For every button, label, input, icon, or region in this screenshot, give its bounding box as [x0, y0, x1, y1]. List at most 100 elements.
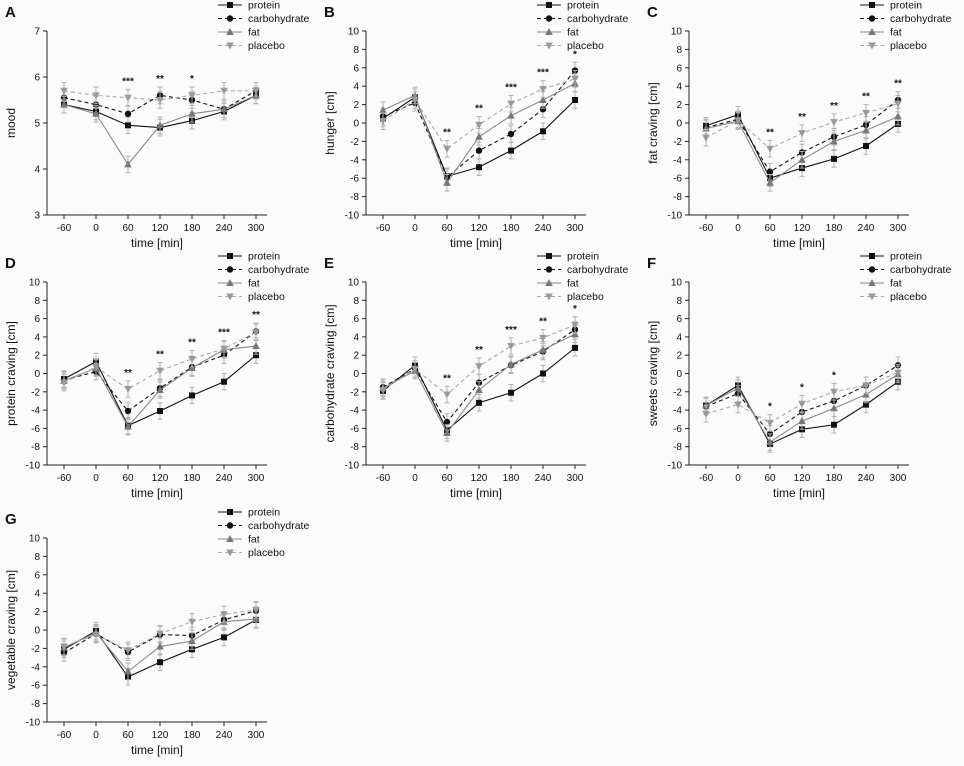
x-tick-label: 240	[216, 473, 233, 484]
y-tick-label: 10	[671, 27, 683, 38]
y-tick-label: 4	[676, 332, 682, 343]
data-point	[507, 111, 515, 119]
significance-marker: *	[190, 74, 194, 85]
x-tick-label: 300	[248, 730, 265, 741]
y-tick-label: -4	[31, 662, 40, 673]
y-tick-label: -8	[673, 442, 682, 453]
y-tick-label: 10	[29, 278, 41, 289]
y-tick-label: -10	[345, 211, 360, 222]
y-tick-label: -10	[345, 461, 360, 472]
panel-c: C -10 -8 -6 -4 -2 0 2 4 6 8 10 -60 0 60 120 180 240 300 tim…	[646, 0, 951, 250]
x-tick-label: 120	[794, 223, 811, 234]
data-point	[539, 345, 547, 353]
legend-label-placebo: placebo	[567, 40, 604, 52]
legend-marker	[226, 293, 234, 301]
legend-label-placebo: placebo	[248, 547, 285, 559]
legend-label-protein: protein	[567, 0, 599, 12]
legend-label-carbohydrate: carbohydrate	[890, 264, 951, 276]
significance-marker: **	[124, 368, 132, 379]
data-point	[734, 401, 742, 409]
y-tick-label: 0	[676, 369, 682, 380]
data-point	[831, 421, 837, 428]
y-tick-label: -10	[26, 718, 41, 729]
y-tick-label: -2	[31, 644, 40, 655]
legend-marker	[546, 253, 552, 259]
y-tick-label: 0	[34, 369, 40, 380]
y-tick-label: 2	[353, 351, 359, 362]
y-tick-label: 10	[29, 534, 41, 545]
data-point	[540, 370, 546, 377]
y-tick-label: 6	[34, 570, 40, 581]
x-tick-label: 240	[216, 223, 233, 234]
x-tick-label: -60	[57, 473, 72, 484]
legend-marker	[226, 549, 234, 557]
x-tick-label: 60	[764, 223, 776, 234]
data-point	[863, 401, 869, 408]
series-placebo	[702, 363, 902, 432]
data-point	[411, 97, 419, 104]
y-tick-label: -4	[350, 155, 359, 166]
significance-marker: **	[894, 79, 902, 90]
data-point	[734, 117, 742, 125]
y-tick-label: 6	[676, 314, 682, 325]
legend-label-placebo: placebo	[248, 40, 285, 52]
x-tick-label: 300	[567, 473, 584, 484]
legend-marker	[868, 293, 876, 301]
data-point	[475, 121, 483, 129]
x-tick-label: -60	[57, 223, 72, 234]
panel-label: C	[647, 4, 658, 21]
significance-marker: **	[156, 350, 164, 361]
y-tick-label: 10	[348, 27, 360, 38]
x-axis-label: time [min]	[450, 486, 502, 500]
panel-d: D -10 -8 -6 -4 -2 0 2 4 6 8 10 -60 0 60 120 180 240 300 tim…	[4, 251, 309, 501]
data-point	[124, 407, 132, 415]
legend-marker	[869, 2, 875, 8]
data-point	[830, 404, 838, 412]
x-tick-label: 120	[794, 473, 811, 484]
y-tick-label: 5	[34, 119, 40, 130]
y-tick-label: -4	[673, 155, 682, 166]
y-tick-label: 2	[34, 351, 40, 362]
legend-marker	[227, 253, 233, 259]
legend-marker	[545, 279, 553, 286]
y-tick-label: 2	[34, 607, 40, 618]
data-point	[220, 611, 228, 619]
legend-label-fat: fat	[248, 278, 260, 290]
data-point	[539, 106, 547, 113]
data-point	[92, 92, 100, 100]
data-point	[862, 109, 870, 117]
x-tick-label: 0	[412, 223, 418, 234]
x-axis-label: time [min]	[773, 236, 825, 250]
x-tick-label: 120	[152, 730, 169, 741]
data-point	[476, 399, 482, 406]
data-point	[60, 100, 68, 108]
data-point	[124, 160, 132, 168]
data-point	[507, 130, 515, 138]
data-point	[220, 87, 228, 95]
data-point	[221, 378, 227, 385]
data-point	[894, 369, 902, 377]
significance-marker: ***	[218, 328, 230, 339]
x-tick-label: 300	[248, 473, 265, 484]
y-tick-label: 4	[34, 332, 40, 343]
y-tick-label: 8	[353, 296, 359, 307]
x-tick-label: 240	[535, 223, 552, 234]
significance-marker: *	[573, 304, 577, 315]
data-point	[156, 630, 164, 638]
data-point	[60, 643, 68, 651]
data-point	[862, 382, 870, 390]
data-point	[443, 145, 451, 153]
x-tick-label: 300	[890, 223, 907, 234]
legend-label-fat: fat	[890, 278, 902, 290]
legend-marker	[545, 42, 553, 50]
data-point	[766, 168, 774, 175]
y-tick-label: -8	[31, 442, 40, 453]
data-point	[252, 606, 260, 614]
legend-marker	[226, 279, 234, 286]
data-point	[411, 365, 419, 373]
legend-marker	[226, 28, 234, 35]
